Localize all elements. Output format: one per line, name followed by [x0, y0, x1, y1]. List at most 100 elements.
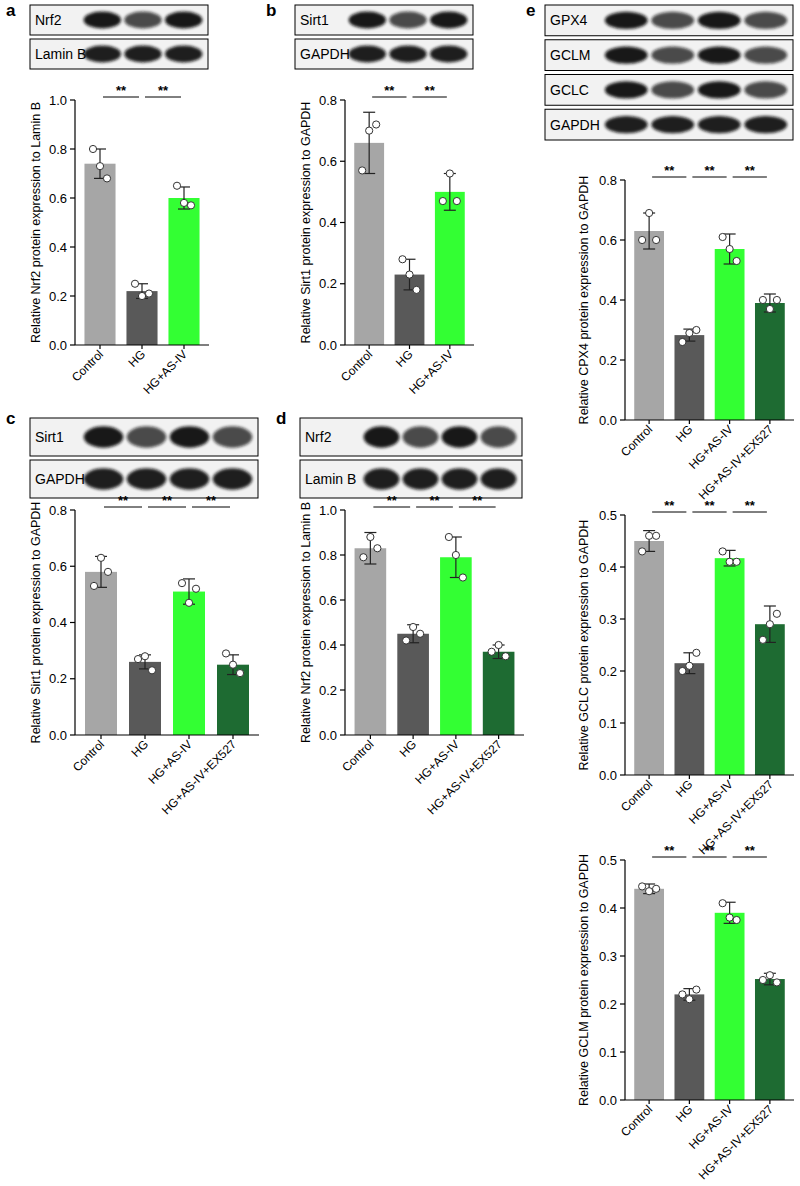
y-axis-label: Relative GCLM protein expression to GAPD… [577, 854, 591, 1106]
blot-frame [30, 460, 258, 498]
data-point [726, 245, 733, 252]
data-point [229, 661, 236, 668]
bar [715, 913, 745, 1100]
bar [85, 572, 117, 735]
blot-band [651, 116, 694, 133]
data-point [639, 883, 646, 890]
data-point [373, 121, 380, 128]
y-tick [340, 689, 345, 690]
data-point [653, 532, 660, 539]
significance-label: ** [116, 83, 127, 98]
blot-band [84, 46, 121, 63]
western-blot: Sirt1GAPDH [295, 5, 473, 69]
data-point [733, 257, 740, 264]
bar-chart: 0.00.20.40.60.8ControlHGHG+AS-IVRelative… [299, 83, 474, 397]
bar [173, 592, 205, 735]
y-tick [340, 161, 345, 162]
error-bar [404, 259, 416, 290]
blot-band [389, 46, 426, 63]
x-tick [689, 1100, 690, 1104]
blot-frame [300, 418, 522, 456]
x-axis [625, 774, 794, 775]
blot-band [213, 426, 253, 447]
y-tick-label: 0.4 [319, 215, 337, 230]
category-label: HG+AS-IV+EX527 [425, 737, 505, 817]
y-tick [620, 859, 625, 860]
y-tick-label: 0.6 [49, 559, 67, 574]
blot-band [698, 12, 741, 29]
y-tick-label: 0.6 [599, 233, 617, 248]
y-tick [620, 722, 625, 723]
data-point [452, 551, 459, 558]
category-label: HG [393, 347, 416, 370]
data-point [413, 286, 420, 293]
data-point [141, 653, 148, 660]
data-point [773, 296, 780, 303]
marks [634, 883, 785, 1100]
significance-label: ** [745, 498, 756, 513]
blot-band [744, 12, 787, 29]
y-tick-label: 0.0 [599, 1093, 617, 1108]
bar [440, 557, 472, 735]
blot-label: GAPDH [550, 117, 600, 133]
y-tick-label: 0.6 [319, 593, 337, 608]
blot-label: Nrf2 [305, 429, 332, 445]
blot-frame [295, 5, 473, 35]
x-tick [99, 345, 100, 349]
blot-band [605, 47, 648, 64]
blot-label: GCLM [550, 47, 590, 63]
y-axis [624, 515, 625, 775]
data-point [359, 167, 366, 174]
data-point [374, 545, 381, 552]
error-cap [764, 293, 776, 294]
data-point [686, 996, 693, 1003]
bar [435, 192, 465, 345]
y-tick [620, 618, 625, 619]
data-point [410, 623, 417, 630]
data-point [759, 976, 766, 983]
y-tick-label: 0.8 [599, 173, 617, 188]
category-label: Control [339, 737, 376, 774]
data-point [679, 667, 686, 674]
blot-label: GPX4 [550, 12, 588, 28]
bar-chart: 0.00.20.40.60.81.0ControlHGHG+AS-IVHG+AS… [299, 493, 524, 817]
blot-label: GCLC [550, 82, 589, 98]
error-cap [178, 208, 190, 209]
data-point [360, 554, 367, 561]
data-point [403, 637, 410, 644]
y-tick [340, 222, 345, 223]
error-line [449, 174, 450, 211]
category-label: HG [673, 1102, 696, 1125]
y-tick [340, 344, 345, 345]
bar [168, 198, 199, 345]
category-label: HG+AS-IV [140, 347, 190, 397]
y-tick [70, 246, 75, 247]
y-tick-label: 0.4 [599, 293, 617, 308]
category-label: Control [70, 737, 107, 774]
blot-band [698, 47, 741, 64]
data-point [417, 630, 424, 637]
blot-band [84, 12, 121, 29]
blot-band [349, 12, 386, 29]
western-blot: Nrf2Lamin B [30, 5, 208, 69]
y-tick [70, 678, 75, 679]
y-tick-label: 0.3 [599, 949, 617, 964]
data-point [439, 197, 446, 204]
data-point [173, 182, 180, 189]
blot-band [124, 12, 161, 29]
y-tick-label: 0.0 [599, 768, 617, 783]
x-tick [649, 775, 650, 779]
y-tick [620, 774, 625, 775]
blot-band [651, 81, 694, 98]
x-tick [141, 345, 142, 349]
x-tick [409, 345, 410, 349]
data-point [773, 979, 780, 986]
data-point [773, 610, 780, 617]
data-point [766, 621, 773, 628]
panel-letter: b [266, 1, 276, 20]
data-point [653, 885, 660, 892]
blot-label: Nrf2 [35, 12, 62, 28]
data-point [639, 236, 646, 243]
data-point [148, 667, 155, 674]
y-tick [70, 99, 75, 100]
